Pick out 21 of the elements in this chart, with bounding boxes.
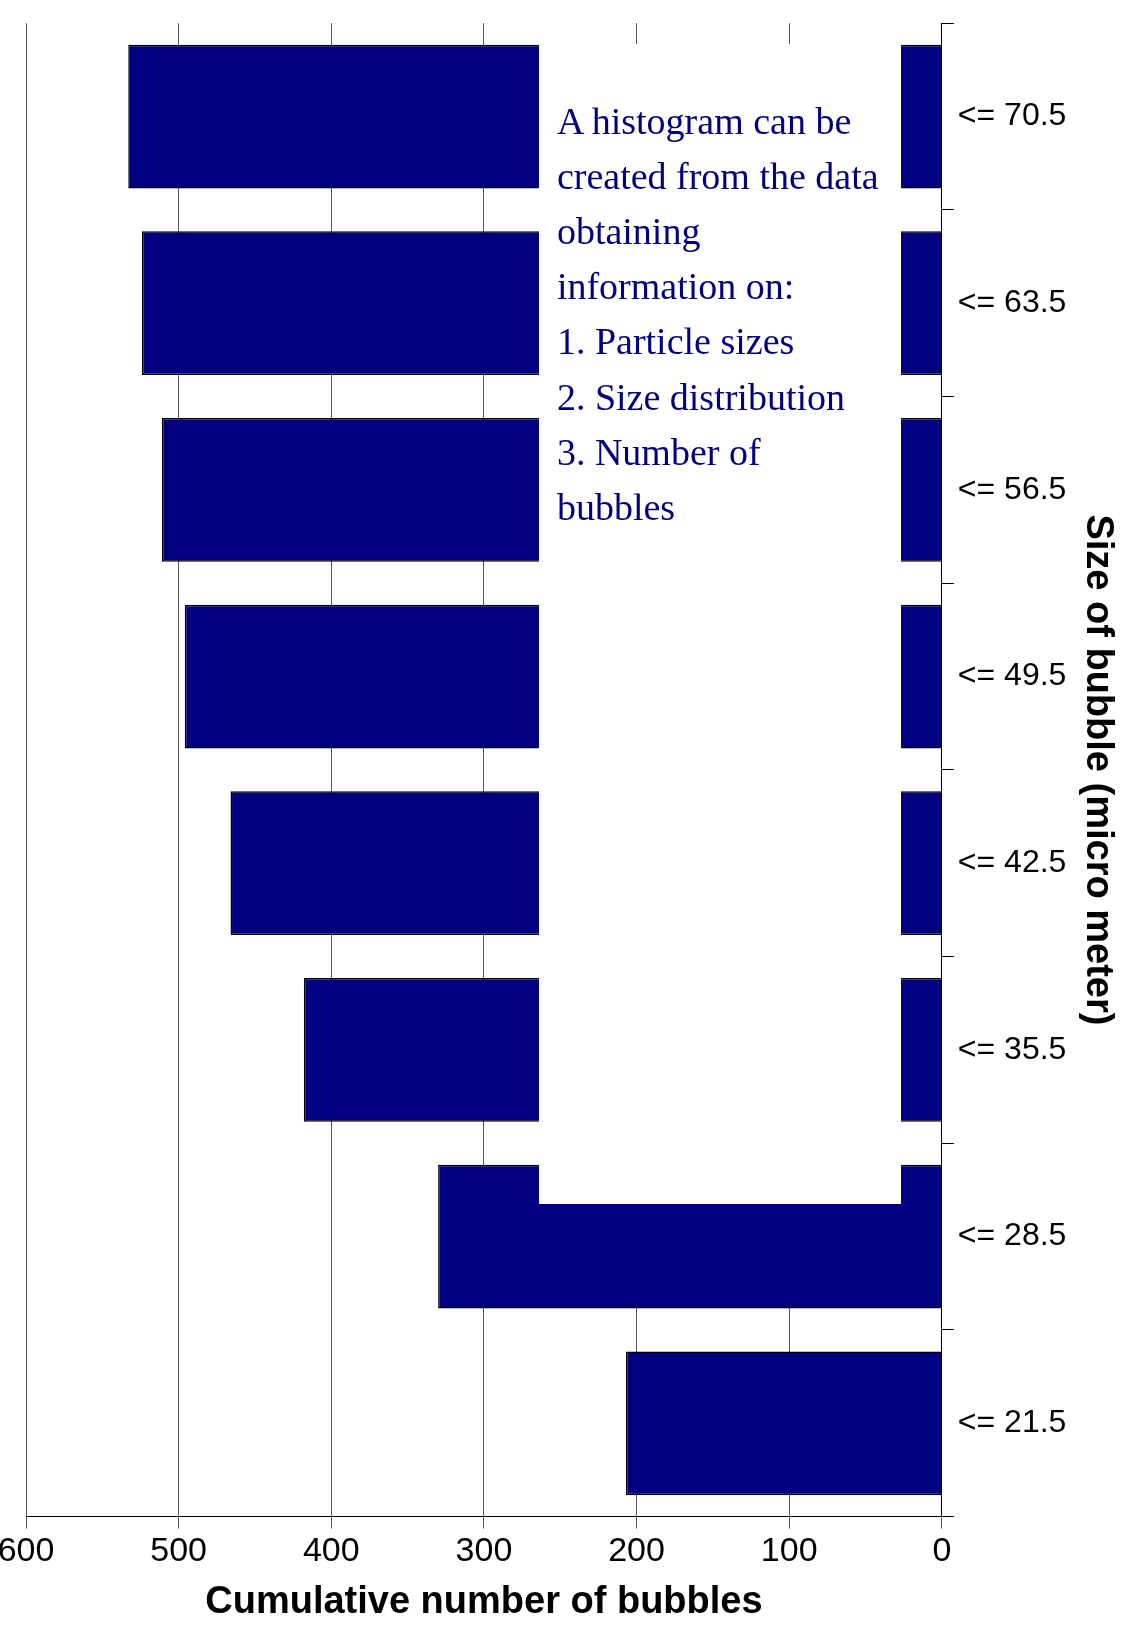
annotation: 3. Number of bubbles (556, 429, 762, 530)
x-tick-label: 400 (302, 1530, 360, 1569)
annotation: A histogram can be created from the data obtaining information on: (556, 99, 880, 310)
annotation: 1. Particle sizes (556, 319, 796, 365)
x-tick-label: 600 (0, 1530, 55, 1569)
y-tick-label: <= 49.5 (957, 656, 1067, 693)
y-tick-label: <= 70.5 (957, 96, 1067, 133)
x-axis-title: Cumulative number of bubbles (205, 1578, 763, 1621)
y-tick-label: <= 42.5 (957, 843, 1067, 880)
y-tick-label: <= 28.5 (957, 1216, 1067, 1253)
y-tick-label: <= 56.5 (957, 469, 1067, 506)
y-axis-title: Size of bubble (micro meter) (1078, 514, 1121, 1026)
y-tick-label: <= 63.5 (957, 283, 1067, 320)
x-tick-label: 300 (455, 1530, 513, 1569)
annotation: 2. Size distribution (556, 374, 847, 420)
x-tick-label: 500 (150, 1530, 208, 1569)
x-tick-label: 0 (932, 1530, 952, 1569)
y-tick-label: <= 21.5 (957, 1403, 1067, 1440)
x-tick-label: 100 (760, 1530, 818, 1569)
x-tick-label: 200 (608, 1530, 665, 1569)
y-tick-label: <= 35.5 (957, 1029, 1067, 1066)
